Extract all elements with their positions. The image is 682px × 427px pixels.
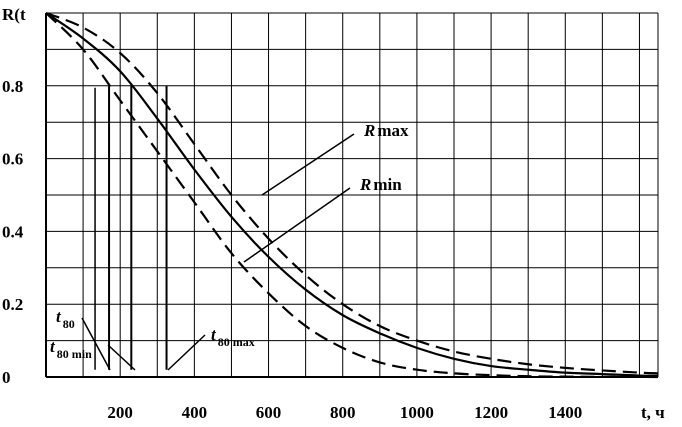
x-tick-label: 1000 bbox=[400, 403, 434, 422]
leader-rmax bbox=[261, 133, 355, 196]
y-tick-label: 0.2 bbox=[2, 295, 23, 314]
series-line-rmax bbox=[45, 11, 659, 375]
t80-min-label: t 80 min bbox=[50, 337, 92, 361]
series-line-r bbox=[45, 12, 659, 378]
y-tick-label: 0.8 bbox=[2, 77, 23, 96]
grid bbox=[46, 12, 658, 377]
x-axis-label: t, ч bbox=[641, 403, 665, 422]
x-tick-label: 1400 bbox=[548, 403, 582, 422]
axes bbox=[45, 12, 659, 378]
y-tick-labels: 0 0.2 0.4 0.6 0.8 bbox=[2, 77, 24, 387]
leader-t80-max bbox=[167, 334, 206, 371]
leader-rmin bbox=[243, 187, 351, 263]
y-axis-label: R(t bbox=[2, 5, 26, 24]
t80-label: t 80 bbox=[56, 307, 75, 331]
leader-t80-min bbox=[107, 344, 136, 371]
x-tick-label: 600 bbox=[256, 403, 282, 422]
y-tick-label: 0 bbox=[2, 368, 11, 387]
series-line-rmin bbox=[45, 12, 659, 379]
series-lines bbox=[45, 11, 659, 379]
x-tick-label: 800 bbox=[330, 403, 356, 422]
x-tick-labels: 200 400 600 800 1000 1200 1400 bbox=[107, 403, 582, 422]
x-tick-label: 1200 bbox=[474, 403, 508, 422]
leader-t80 bbox=[81, 317, 111, 371]
x-tick-label: 400 bbox=[182, 403, 208, 422]
x-tick-label: 200 bbox=[107, 403, 133, 422]
y-tick-label: 0.4 bbox=[2, 222, 24, 241]
y-tick-label: 0.6 bbox=[2, 150, 23, 169]
leader-lines bbox=[81, 133, 355, 371]
t80-max-label: t 80 max bbox=[211, 325, 255, 349]
t80-markers bbox=[94, 85, 168, 370]
